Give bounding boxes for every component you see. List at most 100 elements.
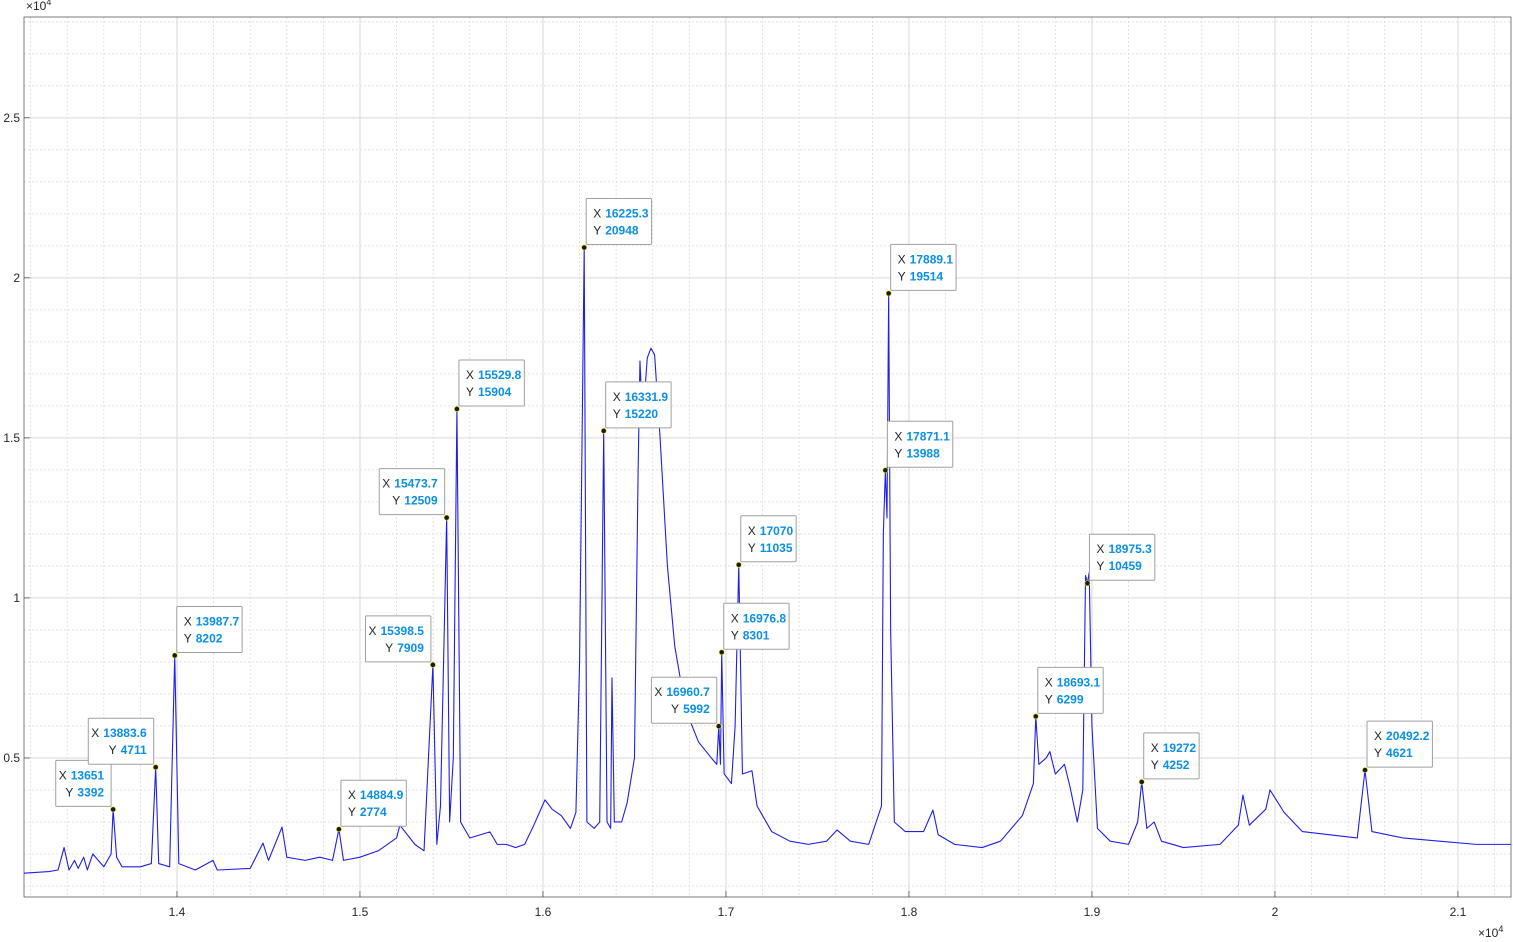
data-tip-label: X [466,368,474,382]
data-tip-row: Y 4621 [1374,746,1413,760]
data-tip-row: Y 15220 [613,407,659,421]
data-tip-row: X 16331.9 [613,390,669,404]
data-tip-label: Y [748,541,756,555]
data-tip-box [1366,720,1433,768]
data-tip-value: 17889.1 [910,252,954,266]
data-tip-label: X [748,524,756,538]
x-tick-label: 2 [1272,905,1279,919]
data-tip-marker [600,427,607,434]
data-tip-label: X [1151,741,1159,755]
data-tip-label: Y [593,224,601,238]
data-tip-marker [882,467,889,474]
data-tip: X 16976.8 Y 8301 [718,602,790,656]
data-tip-value: 13987.7 [196,614,240,628]
data-tip-row: Y 15904 [466,385,512,399]
data-tip-value: 8301 [743,628,770,642]
data-tip-row: Y 4252 [1151,758,1190,772]
data-tip-box [378,468,446,516]
data-tip-row: X 18693.1 [1045,675,1101,689]
data-tip-value: 11035 [760,541,793,555]
data-tip: X 20492.2 Y 4621 [1362,720,1433,773]
data-tip: X 18693.1 Y 6299 [1032,666,1104,720]
data-tip-box [605,381,672,429]
data-tip-value: 18975.3 [1108,542,1152,556]
data-tip-label: Y [348,805,356,819]
data-tip-value: 15529.8 [478,368,522,382]
data-tip-label: Y [1151,758,1159,772]
data-tip-marker [443,514,450,521]
data-tip-row: X 16960.7 [654,685,710,699]
data-tip-row: X 17889.1 [898,252,954,266]
data-tip-box [87,717,155,765]
data-tip-row: X 15473.7 [382,477,438,491]
x-tick-label: 1.4 [169,905,186,919]
data-tip-row: Y 7909 [385,641,424,655]
data-tip-row: X 13883.6 [91,726,147,740]
data-tip-label: Y [1096,559,1104,573]
data-tip-row: Y 13988 [894,446,940,460]
data-tip-row: X 14884.9 [348,788,404,802]
axes-frame [23,16,1512,898]
data-tip-row: Y 4711 [109,743,147,757]
x-tick-label: 1.5 [352,905,369,919]
y-exponent-power: 4 [46,0,51,7]
data-tip-value: 15904 [478,385,512,399]
data-tip-value: 3392 [77,785,104,799]
data-tip-row: X 13651 [59,768,105,782]
data-tip: X 15529.8 Y 15904 [454,359,525,412]
data-tip-label: Y [392,494,400,508]
data-tip-label: X [184,614,192,628]
data-tip-box [1143,732,1200,780]
data-tip-marker [1362,767,1368,773]
data-tip-value: 13988 [906,446,940,460]
data-tip-label: Y [385,641,393,655]
data-tip-marker [336,826,342,833]
data-tip-label: X [382,477,390,491]
data-tip: X 16960.7 Y 5992 [650,676,722,730]
data-tip-value: 4621 [1386,746,1413,760]
data-tip-box [458,359,525,407]
data-tip-row: X 18975.3 [1096,542,1152,556]
x-tick-label: 1.6 [535,905,552,919]
data-tip: X 15473.7 Y 12509 [378,468,450,521]
data-tip: X 13883.6 Y 4711 [87,717,159,771]
data-tip-marker [1032,713,1039,720]
data-tip-value: 4711 [121,743,147,757]
data-tip-value: 20492.2 [1386,729,1430,743]
data-tip-label: Y [109,743,117,757]
data-tip: X 15398.5 Y 7909 [364,615,436,668]
data-tip-box [1088,533,1156,581]
data-tip-row: X 16976.8 [731,611,787,625]
data-tip-label: Y [1045,692,1053,706]
data-tip-label: Y [65,785,73,799]
y-tick-label: 2 [13,271,20,285]
data-tip-value: 6299 [1057,692,1084,706]
data-tip-marker [152,764,159,771]
data-tip-box [1037,666,1104,714]
data-tip-marker [171,652,178,659]
data-tip-value: 13883.6 [103,726,147,740]
data-tip: X 16331.9 Y 15220 [600,381,672,434]
data-tip: X 17871.1 Y 13988 [882,420,954,474]
data-tip-row: X 17871.1 [894,429,950,443]
y-exponent-base: ×10 [26,0,47,13]
data-tip-marker [735,561,742,568]
data-tip-box [55,759,112,807]
data-tip-label: X [91,726,99,740]
data-tip-marker [885,290,892,297]
data-tip-label: Y [613,407,621,421]
data-tip: X 14884.9 Y 2774 [336,779,407,833]
x-exponent-base: ×10 [1478,926,1499,940]
data-tip-row: Y 2774 [348,805,387,819]
data-tip-box [890,243,957,291]
x-exponent: ×104 [1478,924,1503,940]
data-tip: X 17070 Y 11035 [735,515,797,568]
data-tip-label: X [593,207,601,221]
data-tip-marker [715,723,722,730]
data-tip-value: 5992 [683,702,710,716]
data-tip-row: Y 8301 [731,628,770,642]
y-tick-label: 2.5 [3,111,20,125]
data-tip-row: Y 10459 [1096,559,1142,573]
